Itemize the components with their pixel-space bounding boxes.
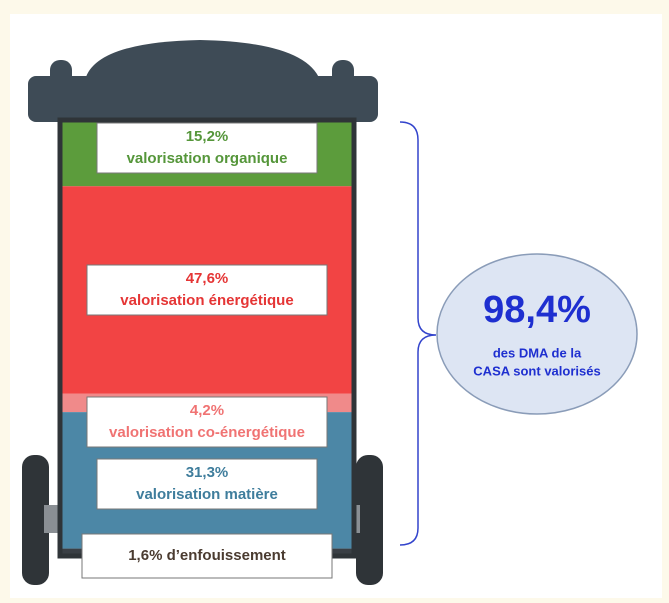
category-label: valorisation organique	[127, 150, 288, 167]
value-label: 31,3%	[186, 464, 229, 481]
page: 15,2% valorisation organique 47,6% valorisa…	[0, 0, 669, 598]
category-label: d’enfouissement	[167, 547, 286, 564]
segment-label: 1,6% d’enfouissement	[128, 547, 286, 564]
category-label: valorisation matière	[136, 486, 278, 503]
value-label: 4,2%	[190, 402, 224, 419]
value-label: 15,2%	[186, 128, 229, 145]
value-label: 47,6%	[186, 270, 229, 287]
lid	[28, 76, 378, 122]
chart: 15,2% valorisation organique 47,6% valorisa…	[0, 0, 669, 598]
wheel	[356, 455, 383, 585]
category-label: valorisation co-énergétique	[109, 424, 305, 441]
category-label: valorisation énergétique	[120, 292, 293, 309]
total-bubble	[437, 254, 637, 414]
total-text: CASA sont valorisés	[473, 363, 600, 378]
total-value: 98,4%	[483, 289, 591, 331]
total-text: des DMA de la	[493, 345, 582, 360]
value-label: 1,6%	[128, 547, 162, 564]
